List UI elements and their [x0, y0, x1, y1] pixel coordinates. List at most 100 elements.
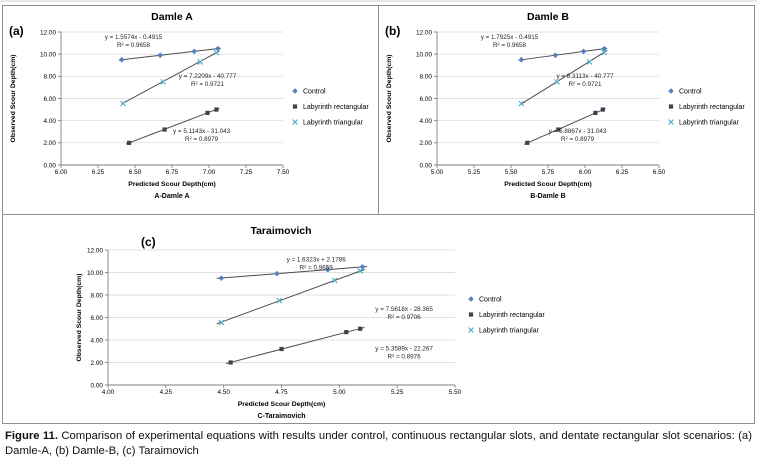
y-tick-label: 2.00	[91, 360, 104, 367]
square-marker	[556, 127, 561, 132]
y-tick-label: 0.00	[420, 162, 433, 169]
r-squared-label: R² = 0.9706	[388, 314, 422, 321]
x-tick-label: 7.25	[240, 169, 253, 176]
y-axis-title: Observed Scour Depth(cm)	[386, 54, 393, 142]
panel-a-box: 0.00 2.00 4.00 6.00 8.00 10.00 12.00 6.00 6.25 6.…	[2, 5, 379, 215]
chart-title: Taraimovich	[250, 225, 311, 237]
x-marker	[160, 78, 167, 85]
x-tick-label: 5.00	[333, 389, 346, 396]
trend-line	[225, 326, 365, 365]
y-axis-title: Observed Scour Depth(cm)	[10, 54, 17, 142]
panel-c-box: 0.00 2.00 4.00 6.00 8.00 10.00 12.00 4.00 4.25 4.…	[2, 214, 755, 424]
x-tick-label: 5.50	[505, 169, 518, 176]
square-marker	[162, 127, 167, 132]
x-marker	[276, 297, 283, 304]
legend-label: Labyrinth rectangular	[679, 104, 745, 111]
y-tick-label: 0.00	[44, 162, 57, 169]
diamond-marker	[324, 266, 331, 273]
equation-label: y = 7.2209x - 40.777	[179, 73, 237, 80]
x-tick-label: 5.75	[542, 169, 555, 176]
x-marker	[518, 100, 525, 107]
square-marker	[214, 107, 219, 112]
diamond-marker	[118, 56, 125, 63]
x-marker	[213, 49, 220, 56]
legend-label: Labyrinth rectangular	[303, 104, 369, 111]
x-marker	[331, 277, 338, 284]
equation-label: y = 5.3589x - 22.267	[375, 346, 433, 353]
panel-letter: (a)	[9, 24, 24, 38]
chart-title: Damle A	[151, 11, 193, 23]
x-marker	[553, 78, 560, 85]
y-tick-label: 10.00	[87, 270, 103, 277]
square-marker	[668, 104, 674, 109]
diamond-marker	[552, 52, 559, 59]
diamond-marker	[218, 275, 225, 281]
trend-line	[216, 265, 368, 279]
y-tick-label: 12.00	[87, 247, 103, 254]
y-tick-label: 8.00	[420, 74, 433, 81]
r-squared-label: R² = 0.9721	[568, 81, 602, 88]
r-squared-label: R² = 0.9721	[191, 81, 225, 88]
x-marker	[357, 267, 364, 274]
figure-caption: Figure 11. Comparison of experimental eq…	[5, 429, 752, 458]
x-tick-label: 5.25	[391, 389, 404, 396]
figure-11: 0.00 2.00 4.00 6.00 8.00 10.00 12.00 6.00 6.25 6.…	[2, 5, 755, 424]
trend-line	[125, 107, 220, 145]
x-axis-title: Predicted Scour Depth(cm)	[504, 181, 592, 188]
r-squared-label: R² = 0.9659	[300, 264, 334, 271]
square-marker	[358, 326, 363, 331]
y-tick-label: 6.00	[420, 96, 433, 103]
y-tick-label: 4.00	[44, 118, 57, 125]
diamond-marker	[359, 264, 366, 270]
x-marker	[218, 319, 225, 326]
y-tick-label: 12.00	[416, 29, 432, 36]
x-marker	[468, 327, 474, 333]
chart-damle-a: 0.00 2.00 4.00 6.00 8.00 10.00 12.00 6.00 6.25 6.…	[3, 6, 378, 214]
equation-label: y = 1.6323x + 2.1786	[287, 256, 347, 263]
y-tick-label: 6.00	[44, 96, 57, 103]
equation-label: y = 1.5574x - 0.4915	[105, 34, 163, 41]
trend-line	[518, 47, 608, 61]
x-tick-label: 6.00	[55, 169, 68, 176]
x-tick-label: 7.50	[277, 169, 290, 176]
r-squared-label: R² = 0.9658	[493, 42, 527, 49]
square-marker	[600, 107, 605, 112]
x-marker	[292, 119, 298, 125]
y-tick-label: 2.00	[44, 140, 57, 147]
diamond-marker	[580, 48, 587, 55]
x-tick-label: 5.50	[449, 389, 462, 396]
chart-svg: 0.00 2.00 4.00 6.00 8.00 10.00 12.00 4.00 4.25 4.…	[76, 225, 545, 420]
r-squared-label: R² = 0.8976	[388, 354, 422, 361]
y-tick-label: 4.00	[91, 337, 104, 344]
x-tick-label: 5.25	[468, 169, 481, 176]
y-tick-label: 2.00	[420, 140, 433, 147]
y-tick-label: 8.00	[44, 74, 57, 81]
diamond-marker	[518, 56, 525, 63]
equation-label: y = 8.3113x - 40.777	[556, 73, 614, 80]
figure-caption-text: Comparison of experimental equations wit…	[5, 430, 752, 457]
diamond-marker	[668, 88, 674, 94]
x-marker	[586, 59, 593, 65]
x-tick-label: 5.00	[431, 169, 444, 176]
equation-label: y = 7.5618x - 28.365	[375, 306, 433, 313]
chart-svg: 0.00 2.00 4.00 6.00 8.00 10.00 12.00 5.00 5.25 5.…	[385, 11, 745, 200]
y-tick-label: 6.00	[91, 315, 104, 322]
x-marker	[120, 100, 127, 107]
square-marker	[279, 346, 284, 352]
x-marker	[601, 49, 608, 56]
trend-line	[524, 108, 606, 145]
x-tick-label: 4.25	[160, 389, 173, 396]
square-marker	[344, 330, 349, 335]
y-tick-label: 12.00	[40, 29, 56, 36]
square-marker	[292, 104, 298, 109]
legend-label: Control	[303, 88, 326, 95]
x-tick-label: 4.75	[275, 389, 288, 396]
chart-title: Damle B	[527, 11, 569, 23]
legend-label: Labyrinth triangular	[679, 119, 740, 126]
x-tick-label: 4.00	[102, 389, 115, 396]
x-axis-sublabel: B-Damle B	[530, 193, 565, 200]
y-axis-title: Observed Scour Depth(cm)	[76, 273, 83, 361]
square-marker	[468, 312, 474, 317]
x-tick-label: 6.50	[129, 169, 142, 176]
